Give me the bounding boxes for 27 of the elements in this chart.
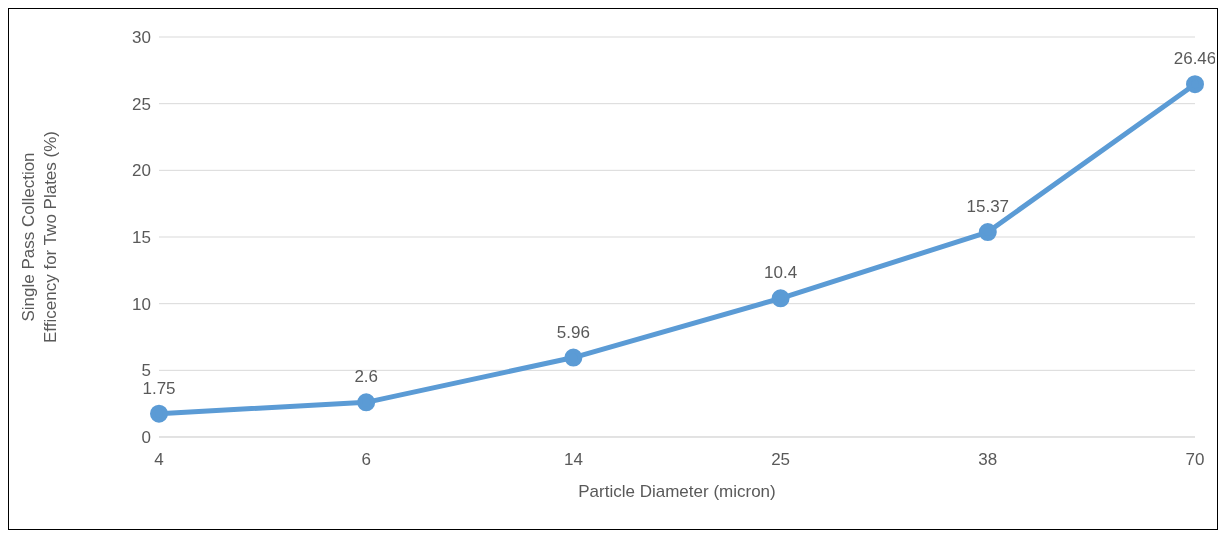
point bbox=[978, 223, 997, 242]
data-label: 1.75 bbox=[142, 378, 176, 398]
data-label: 2.6 bbox=[354, 367, 379, 387]
y-tick-label: 30 bbox=[132, 28, 151, 48]
point bbox=[771, 289, 790, 308]
point bbox=[1186, 75, 1204, 94]
x-tick-label: 70 bbox=[1185, 450, 1205, 470]
y-axis-title: Single Pass Collection Efficency for Two Plates (%) bbox=[19, 131, 60, 343]
y-tick-label: 15 bbox=[132, 228, 151, 248]
point bbox=[150, 404, 168, 423]
data-label: 15.37 bbox=[966, 197, 1010, 217]
y-tick-label: 20 bbox=[132, 161, 151, 181]
x-tick-label: 14 bbox=[563, 450, 583, 470]
x-axis-title: Particle Diameter (micron) bbox=[578, 482, 776, 501]
x-tick-label: 4 bbox=[154, 450, 164, 470]
data-label: 26.46 bbox=[1173, 49, 1217, 69]
data-label: 5.96 bbox=[556, 322, 590, 342]
point bbox=[357, 393, 376, 412]
point bbox=[564, 348, 583, 367]
x-tick-label: 25 bbox=[771, 450, 791, 470]
y-tick-label: 25 bbox=[132, 94, 151, 114]
y-tick-label: 5 bbox=[141, 361, 151, 381]
x-tick-label: 38 bbox=[978, 450, 998, 470]
x-tick-label: 6 bbox=[361, 450, 371, 470]
y-tick-label: 10 bbox=[132, 294, 151, 314]
y-tick-label: 0 bbox=[141, 428, 151, 448]
data-label: 10.4 bbox=[764, 263, 798, 283]
